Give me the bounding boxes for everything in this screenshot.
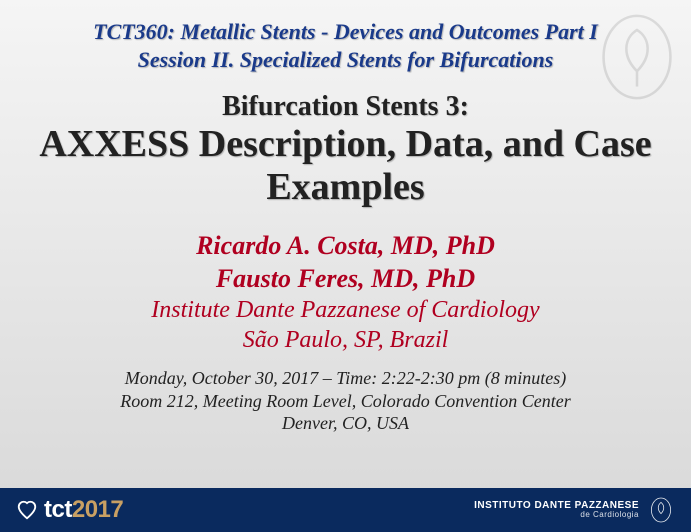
brand-prefix: tct [44,496,72,523]
brand-year: 2017 [72,496,123,523]
tct-logo: tct2017 [16,496,123,524]
slide-title: AXXESS Description, Data, and Case Examp… [20,123,671,208]
venue-datetime: Monday, October 30, 2017 – Time: 2:22-2:… [20,367,671,390]
author-1: Ricardo A. Costa, MD, PhD [20,230,671,263]
institute-logo: INSTITUTO DANTE PAZZANESE de Cardiologia [474,496,675,524]
affiliation-location: São Paulo, SP, Brazil [20,325,671,355]
slide-subtitle: Bifurcation Stents 3: [20,91,671,123]
heart-icon [16,499,38,521]
author-2: Fausto Feres, MD, PhD [20,263,671,296]
slide: TCT360: Metallic Stents - Devices and Ou… [0,0,691,532]
session-header-line2: Session II. Specialized Stents for Bifur… [20,46,671,74]
venue-city: Denver, CO, USA [20,412,671,435]
affiliation-institute: Institute Dante Pazzanese of Cardiology [20,295,671,325]
session-header-line1: TCT360: Metallic Stents - Devices and Ou… [20,18,671,46]
institute-watermark-icon [597,12,677,102]
institute-subname: de Cardiologia [474,511,639,520]
institute-crest-icon [647,496,675,524]
footer-bar: tct2017 INSTITUTO DANTE PAZZANESE de Car… [0,488,691,532]
venue-room: Room 212, Meeting Room Level, Colorado C… [20,390,671,413]
